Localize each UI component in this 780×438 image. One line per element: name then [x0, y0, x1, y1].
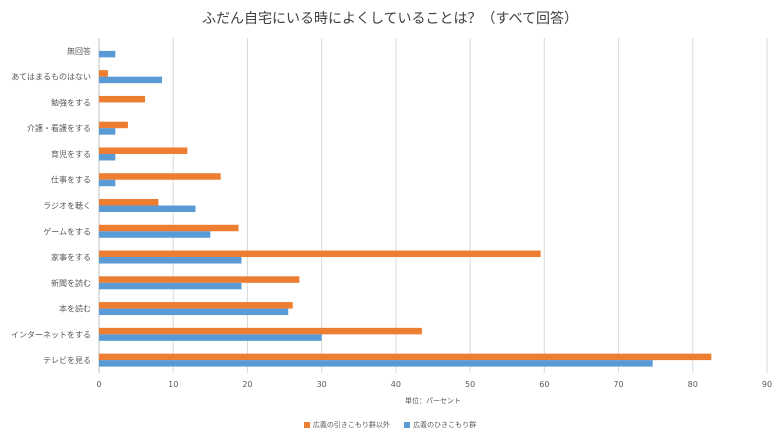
bar-non-hikikomori	[99, 173, 221, 180]
bar-non-hikikomori	[99, 353, 712, 361]
bar-non-hikikomori	[99, 95, 146, 103]
legend-label: 広義のひきこもり群	[413, 421, 477, 429]
category-label: 仕事をする	[51, 175, 91, 185]
category-label: 勉強をする	[51, 97, 91, 107]
bar-hikikomori	[99, 76, 163, 84]
bar-hikikomori	[99, 282, 242, 290]
bar-hikikomori	[99, 360, 653, 367]
bar-hikikomori	[99, 308, 289, 316]
x-tick-label: 80	[688, 380, 698, 389]
bar-non-hikikomori	[99, 276, 300, 283]
bar-non-hikikomori	[99, 250, 541, 258]
category-label: インターネットをする	[11, 330, 91, 339]
category-label: 新聞を読む	[51, 278, 91, 288]
category-label: あてはまるものはない	[11, 73, 91, 82]
x-tick-label: 40	[391, 380, 401, 389]
legend-swatch-blue	[404, 422, 411, 428]
category-labels: 無回答あてはまるものはない勉強をする介護・看護をする育児をする仕事をするラジオを…	[11, 46, 91, 365]
bar-hikikomori	[99, 153, 116, 161]
bar-hikikomori	[99, 334, 322, 341]
category-label: 家事をする	[51, 252, 91, 262]
legend-item-series-0: 広義の引きこもり群以外	[303, 420, 390, 430]
bar-non-hikikomori	[99, 327, 422, 335]
category-label: 無回答	[67, 46, 91, 56]
bar-non-hikikomori	[99, 147, 188, 154]
x-tick-label: 50	[465, 380, 475, 389]
bar-non-hikikomori	[99, 121, 128, 129]
bar-hikikomori	[99, 179, 116, 187]
bar-non-hikikomori	[99, 302, 293, 309]
x-tick-label: 0	[96, 380, 101, 389]
category-label: 本を読む	[59, 304, 91, 314]
chart-title: ふだん自宅にいる時によくしていることは？（すべて回答）	[201, 11, 579, 27]
x-axis-label: 単位：パーセント	[405, 396, 461, 405]
legend-swatch-orange	[303, 422, 310, 428]
gridlines	[98, 38, 768, 373]
bar-hikikomori	[99, 128, 116, 135]
legend-label: 広義の引きこもり群以外	[312, 421, 390, 429]
bar-non-hikikomori	[99, 224, 239, 232]
category-label: ラジオを聴く	[43, 201, 91, 211]
legend: 広義の引きこもり群以外 広義のひきこもり群	[0, 420, 780, 430]
x-tick-labels: 0 10 20 30 40 50 60 70 80 90	[96, 380, 772, 389]
bar-hikikomori	[99, 231, 211, 238]
x-tick-label: 20	[242, 380, 252, 389]
category-label: 介護・看護をする	[27, 123, 91, 133]
bars	[99, 50, 712, 367]
category-label: 育児をする	[51, 149, 91, 159]
bar-hikikomori	[99, 257, 242, 264]
x-tick-label: 70	[613, 380, 623, 389]
x-tick-label: 10	[168, 380, 178, 389]
category-label: テレビを見る	[43, 356, 91, 365]
x-tick-label: 90	[762, 380, 772, 389]
bar-non-hikikomori	[99, 70, 108, 77]
category-label: ゲームをする	[43, 226, 91, 236]
legend-item-series-1: 広義のひきこもり群	[404, 420, 476, 430]
x-tick-label: 30	[317, 380, 327, 389]
bar-hikikomori	[99, 50, 116, 58]
bar-hikikomori	[99, 205, 196, 212]
bar-non-hikikomori	[99, 199, 159, 206]
x-tick-label: 60	[539, 380, 549, 389]
